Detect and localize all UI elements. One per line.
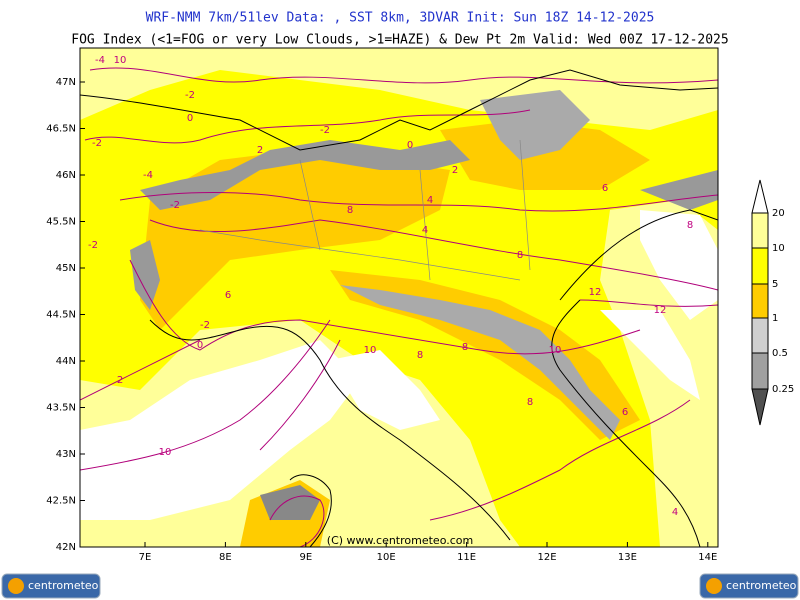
contour-label: 12: [654, 305, 667, 316]
contour-label: 2: [117, 375, 123, 386]
contour-label: 6: [602, 183, 608, 194]
contour-label: 12: [589, 287, 602, 298]
lon-label: 13E: [618, 552, 637, 563]
contour-label: 0: [187, 113, 193, 124]
contour-label: 6: [225, 290, 231, 301]
contour-label: 8: [527, 397, 533, 408]
lat-label: 46N: [56, 170, 76, 181]
lon-label: 7E: [139, 552, 152, 563]
lon-label: 12E: [537, 552, 556, 563]
lat-label: 43.5N: [46, 403, 76, 414]
contour-label: -2: [170, 200, 180, 211]
lat-label: 46.5N: [46, 124, 76, 135]
contour-label: 8: [417, 350, 423, 361]
lon-label: 10E: [377, 552, 396, 563]
credit: (C) www.centrometeo.com: [327, 534, 473, 547]
contour-label: -2: [92, 138, 102, 149]
contour-label: 2: [257, 145, 263, 156]
legend-label: 0.5: [772, 348, 788, 359]
lat-label: 44.5N: [46, 310, 76, 321]
lat-label: 44N: [56, 356, 76, 367]
contour-label: 10: [114, 55, 127, 66]
map-frame: [79, 47, 719, 548]
legend-label: 10: [772, 243, 785, 254]
lat-label: 45N: [56, 263, 76, 274]
color-bar: [751, 179, 769, 426]
lon-label: 11E: [457, 552, 476, 563]
contour-label: -2: [320, 125, 330, 136]
contour-label: 4: [672, 507, 678, 518]
lon-label: 14E: [698, 552, 717, 563]
contour-label: -2: [88, 240, 98, 251]
legend-label: 5: [772, 279, 778, 290]
contour-label: 8: [347, 205, 353, 216]
contour-label: 8: [462, 342, 468, 353]
contour-label: 10: [159, 447, 172, 458]
axes: 47N 46.5N 46N 45.5N 45N 44.5N 44N 43.5N 43N 42.5N…: [46, 77, 717, 563]
title-line-2: FOG Index (<1=FOG or very Low Clouds, >1…: [71, 33, 728, 48]
contour-label: 10: [549, 345, 562, 356]
lat-label: 43N: [56, 449, 76, 460]
lat-label: 47N: [56, 77, 76, 88]
contour-label: 8: [517, 250, 523, 261]
contour-label: 6: [622, 407, 628, 418]
contour-label: 4: [422, 225, 428, 236]
legend-label: 0.25: [772, 384, 794, 395]
contour-label: 0: [407, 140, 413, 151]
contour-label: -2: [185, 90, 195, 101]
logo-right: centrometeo: [699, 573, 799, 599]
logo-text: centrometeo: [726, 579, 797, 592]
contour-label: 8: [687, 220, 693, 231]
lon-label: 8E: [219, 552, 232, 563]
lon-label: 9E: [299, 552, 312, 563]
legend-label: 1: [772, 313, 778, 324]
legend-labels: 20 10 5 1 0.5 0.25: [772, 208, 794, 395]
contour-label: -2: [200, 320, 210, 331]
map-field: [80, 48, 718, 547]
legend-label: 20: [772, 208, 785, 219]
contour-labels: -4 -2 0 -2 -2 -4 -2 0 2 -2 0 2 4 6 8 8 8 10 12 12 10 8 8 6 4 2 -2 6…: [88, 55, 693, 518]
lat-label: 42N: [56, 542, 76, 553]
contour-label: 4: [427, 195, 433, 206]
contour-label: 0: [197, 340, 203, 351]
lat-label: 45.5N: [46, 217, 76, 228]
contour-label: 2: [452, 165, 458, 176]
logo-left: centrometeo: [1, 573, 101, 599]
contour-label: -4: [95, 55, 105, 66]
contour-label: 10: [364, 345, 377, 356]
lat-label: 42.5N: [46, 496, 76, 507]
title-line-1: WRF-NMM 7km/51lev Data: , SST 8km, 3DVAR…: [146, 11, 655, 26]
contour-label: -4: [143, 170, 153, 181]
logo-text: centrometeo: [28, 579, 99, 592]
